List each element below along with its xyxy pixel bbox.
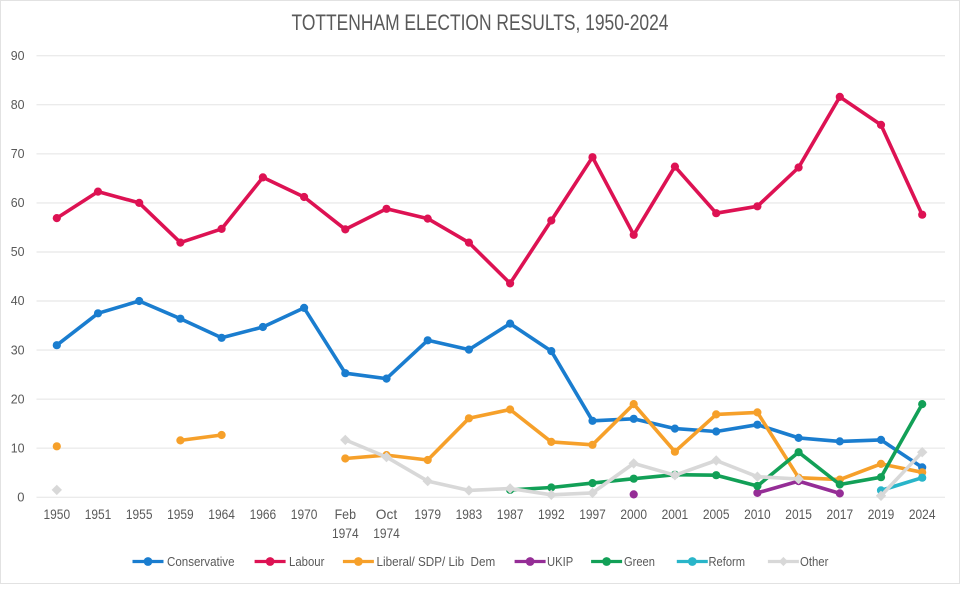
svg-text:UKIP: UKIP bbox=[547, 555, 573, 569]
svg-text:1974: 1974 bbox=[332, 525, 359, 541]
svg-text:1964: 1964 bbox=[208, 506, 235, 522]
svg-text:Green: Green bbox=[624, 555, 655, 569]
svg-text:0: 0 bbox=[17, 490, 24, 505]
svg-text:60: 60 bbox=[11, 195, 25, 210]
svg-text:1974: 1974 bbox=[373, 525, 400, 541]
svg-text:Liberal/ SDP/ Lib Dem: Liberal/ SDP/ Lib Dem bbox=[377, 555, 496, 569]
svg-text:80: 80 bbox=[11, 97, 25, 112]
svg-text:2000: 2000 bbox=[620, 506, 647, 522]
svg-text:1950: 1950 bbox=[44, 506, 71, 522]
svg-text:2024: 2024 bbox=[909, 506, 936, 522]
svg-text:2005: 2005 bbox=[703, 506, 730, 522]
svg-text:20: 20 bbox=[11, 391, 25, 406]
svg-text:1992: 1992 bbox=[538, 506, 565, 522]
svg-text:Oct: Oct bbox=[376, 506, 398, 522]
svg-text:70: 70 bbox=[11, 146, 25, 161]
svg-text:Conservative: Conservative bbox=[167, 555, 235, 569]
svg-text:Labour: Labour bbox=[289, 555, 324, 569]
svg-text:30: 30 bbox=[11, 342, 25, 357]
svg-text:1959: 1959 bbox=[167, 506, 194, 522]
svg-text:10: 10 bbox=[11, 440, 25, 455]
svg-text:1951: 1951 bbox=[85, 506, 112, 522]
svg-text:1997: 1997 bbox=[579, 506, 606, 522]
svg-text:1966: 1966 bbox=[250, 506, 277, 522]
svg-text:90: 90 bbox=[11, 48, 25, 63]
svg-text:2017: 2017 bbox=[827, 506, 854, 522]
svg-text:1979: 1979 bbox=[414, 506, 441, 522]
svg-text:1970: 1970 bbox=[291, 506, 318, 522]
svg-text:1983: 1983 bbox=[456, 506, 483, 522]
svg-text:TOTTENHAM ELECTION RESULTS, 19: TOTTENHAM ELECTION RESULTS, 1950-2024 bbox=[292, 10, 669, 35]
svg-text:2001: 2001 bbox=[662, 506, 689, 522]
svg-text:Feb: Feb bbox=[335, 506, 357, 522]
svg-text:50: 50 bbox=[11, 244, 25, 259]
svg-text:Other: Other bbox=[800, 555, 828, 569]
svg-text:Reform: Reform bbox=[709, 555, 746, 569]
svg-text:2015: 2015 bbox=[785, 506, 812, 522]
svg-text:1987: 1987 bbox=[497, 506, 524, 522]
svg-text:1955: 1955 bbox=[126, 506, 153, 522]
svg-text:2019: 2019 bbox=[868, 506, 895, 522]
svg-text:40: 40 bbox=[11, 293, 25, 308]
svg-text:2010: 2010 bbox=[744, 506, 771, 522]
